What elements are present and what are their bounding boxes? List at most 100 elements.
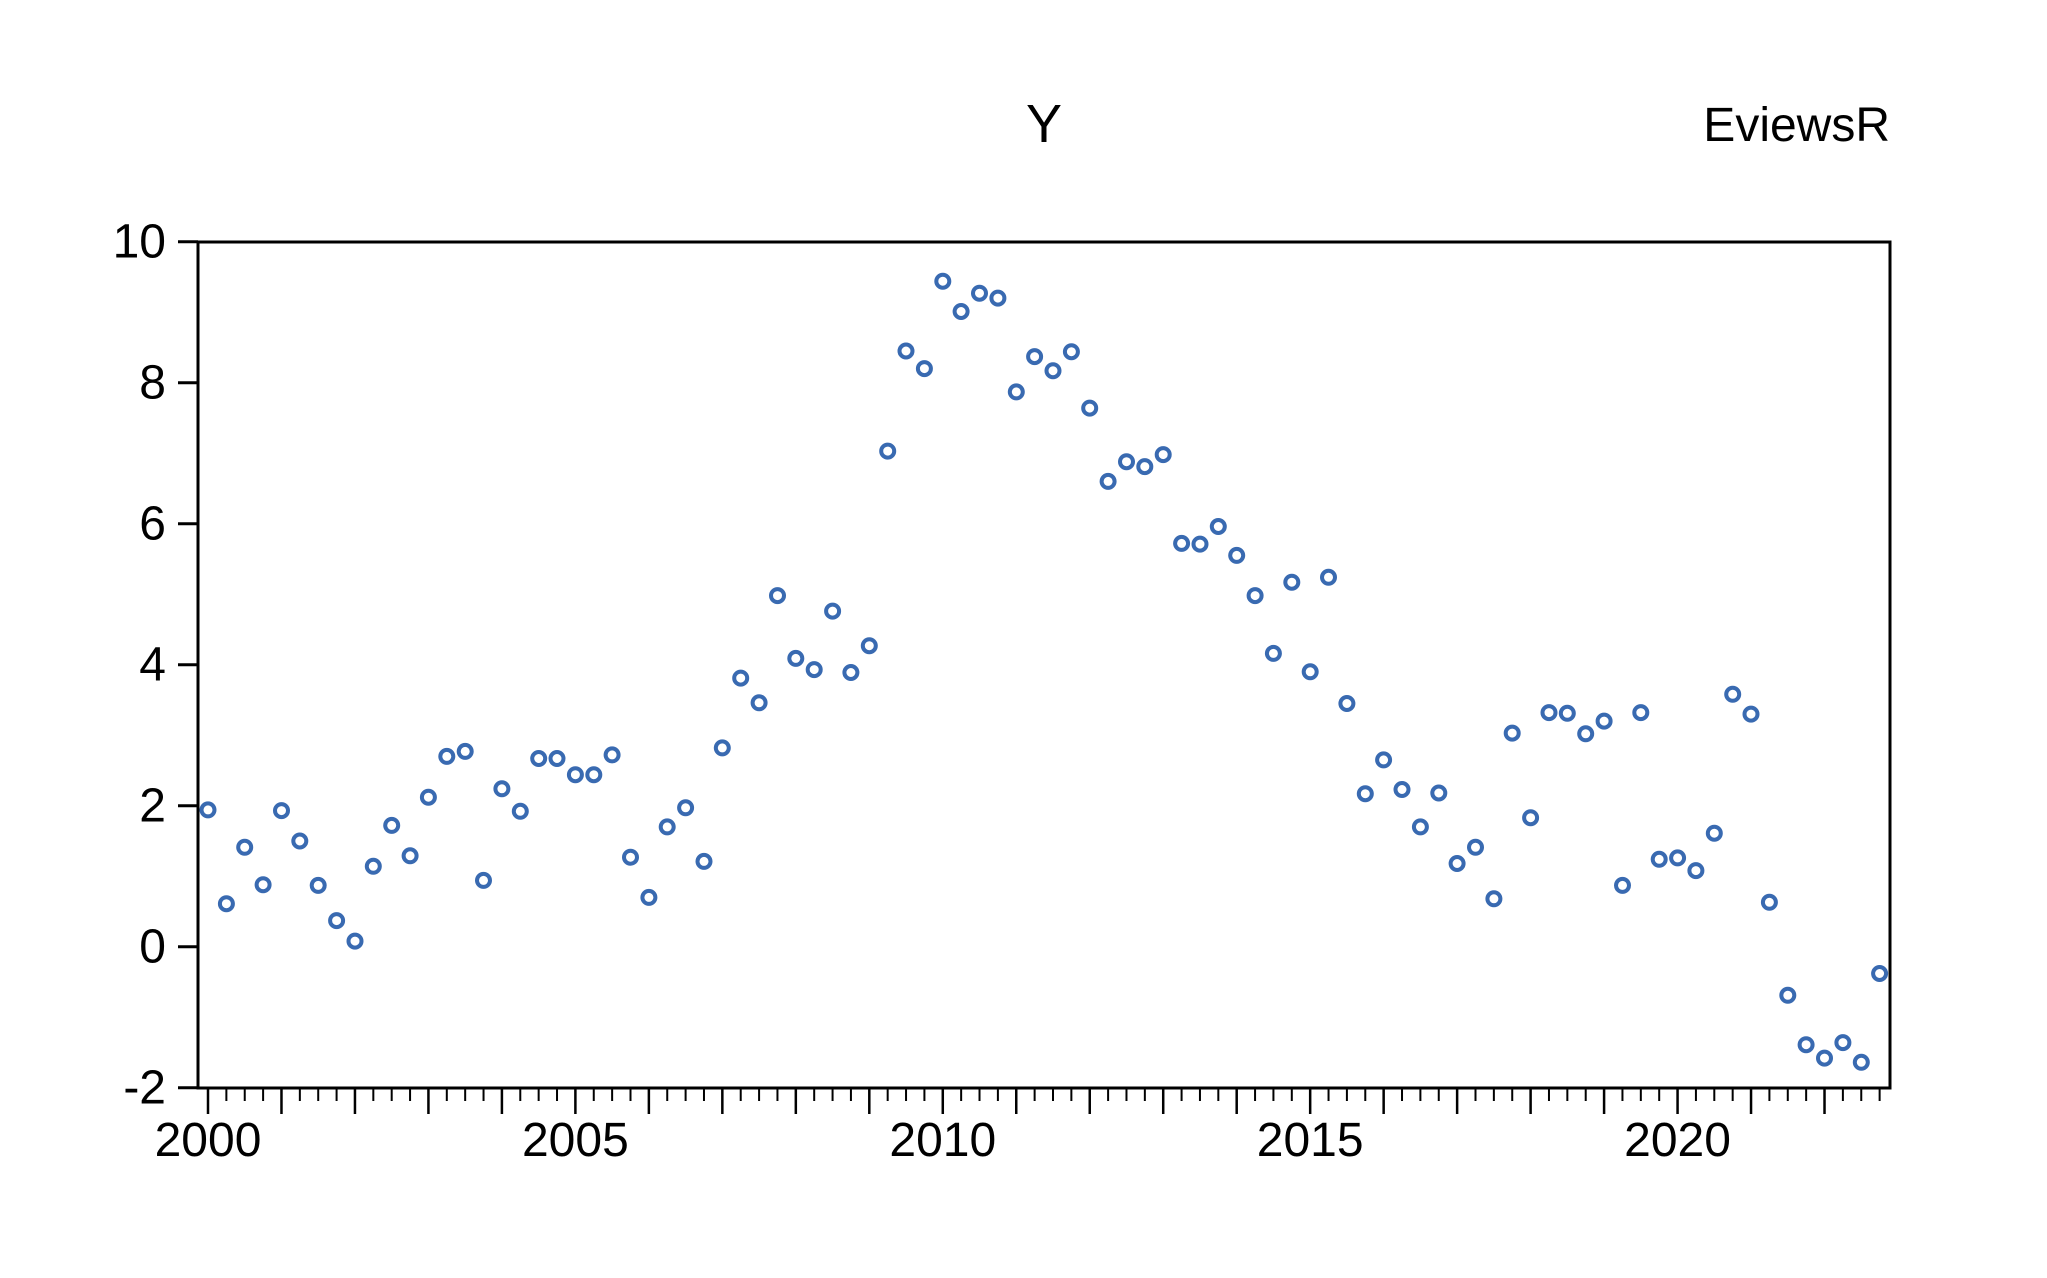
data-point <box>805 661 823 679</box>
data-point <box>1705 824 1723 842</box>
data-point <box>879 442 897 460</box>
data-point <box>1007 383 1025 401</box>
data-point <box>438 747 456 765</box>
data-point <box>199 801 217 819</box>
data-point <box>989 289 1007 307</box>
data-point <box>364 857 382 875</box>
data-point <box>1577 725 1595 743</box>
data-point <box>475 871 492 889</box>
data-point <box>548 750 566 767</box>
data-point <box>750 694 768 712</box>
y-tick-label: 4 <box>139 639 166 692</box>
x-axis: 2000 2005 2010 2015 2020 <box>155 1088 1881 1167</box>
x-tick-label: 2010 <box>889 1114 996 1167</box>
data-point <box>511 802 529 820</box>
x-tick-label: 2005 <box>522 1114 629 1167</box>
data-point <box>419 788 437 806</box>
data-point <box>1522 809 1540 827</box>
data-point <box>1834 1034 1852 1052</box>
data-point <box>971 284 988 302</box>
data-point <box>1246 587 1264 605</box>
y-tick-label: 8 <box>139 357 166 410</box>
data-point <box>677 799 695 817</box>
data-point <box>1448 855 1466 872</box>
data-point <box>1871 965 1889 982</box>
data-point <box>1283 573 1301 591</box>
data-point <box>824 602 842 620</box>
x-tick-label: 2000 <box>155 1114 262 1167</box>
data-point <box>273 802 290 820</box>
data-point <box>860 637 878 655</box>
data-point <box>1687 862 1705 880</box>
data-point <box>1503 724 1521 742</box>
data-point <box>1338 695 1356 712</box>
data-point <box>1099 472 1117 490</box>
data-point <box>787 649 805 667</box>
y-axis: 10 8 6 4 2 0 -2 <box>113 216 198 1115</box>
data-point <box>695 852 713 870</box>
data-point <box>713 739 731 757</box>
data-point <box>1136 458 1154 476</box>
y-tick-label: -2 <box>123 1062 166 1115</box>
data-point <box>1669 849 1687 867</box>
data-point <box>254 876 272 894</box>
data-point <box>1742 705 1760 723</box>
y-tick-label: 6 <box>139 498 166 551</box>
data-point <box>934 272 952 290</box>
data-point <box>236 838 254 856</box>
chart-header: Y EviewsR <box>198 92 1890 156</box>
data-point <box>328 912 346 930</box>
data-point <box>1540 704 1558 722</box>
data-point <box>493 780 511 798</box>
y-tick-label: 2 <box>139 780 166 833</box>
data-point <box>1264 644 1282 662</box>
eviewsr-watermark: EviewsR <box>1703 99 1890 152</box>
data-point <box>585 766 603 784</box>
data-point <box>915 360 933 378</box>
data-point <box>1411 818 1429 836</box>
data-point <box>1301 663 1319 681</box>
data-point <box>658 818 676 836</box>
y-tick-label: 10 <box>113 216 166 269</box>
x-tick-label: 2020 <box>1624 1114 1731 1167</box>
data-point <box>1467 838 1484 856</box>
data-point <box>346 932 364 950</box>
data-point <box>1595 712 1613 730</box>
data-point <box>1375 751 1393 769</box>
data-point <box>1724 685 1742 703</box>
data-point <box>1650 850 1668 868</box>
y-tick-label: 0 <box>139 921 166 974</box>
data-point <box>456 742 474 760</box>
data-point <box>952 303 970 320</box>
data-point <box>1356 785 1374 803</box>
data-point <box>1760 893 1778 911</box>
plot-frame <box>196 240 1892 1090</box>
data-point <box>1026 348 1044 366</box>
data-point <box>530 750 548 767</box>
data-point <box>1558 704 1576 722</box>
data-point <box>1228 546 1246 564</box>
data-point <box>217 895 235 913</box>
data-point <box>1118 453 1135 471</box>
data-point <box>309 876 327 894</box>
data-point <box>603 746 621 764</box>
data-point <box>566 766 584 784</box>
data-point <box>1173 534 1191 552</box>
plot-border <box>196 240 1892 1090</box>
data-point <box>1393 781 1411 798</box>
data-point <box>1320 568 1337 586</box>
chart-title: Y <box>1025 94 1063 154</box>
data-point <box>1062 343 1080 361</box>
data-point <box>1209 518 1227 535</box>
data-point <box>1779 986 1797 1004</box>
data-point <box>622 848 639 866</box>
data-point <box>1081 399 1099 417</box>
data-point <box>1816 1049 1833 1067</box>
data-point <box>1614 876 1631 894</box>
data-point <box>842 664 860 681</box>
data-point <box>769 587 786 605</box>
data-point <box>1797 1036 1815 1054</box>
data-point <box>1430 784 1448 802</box>
